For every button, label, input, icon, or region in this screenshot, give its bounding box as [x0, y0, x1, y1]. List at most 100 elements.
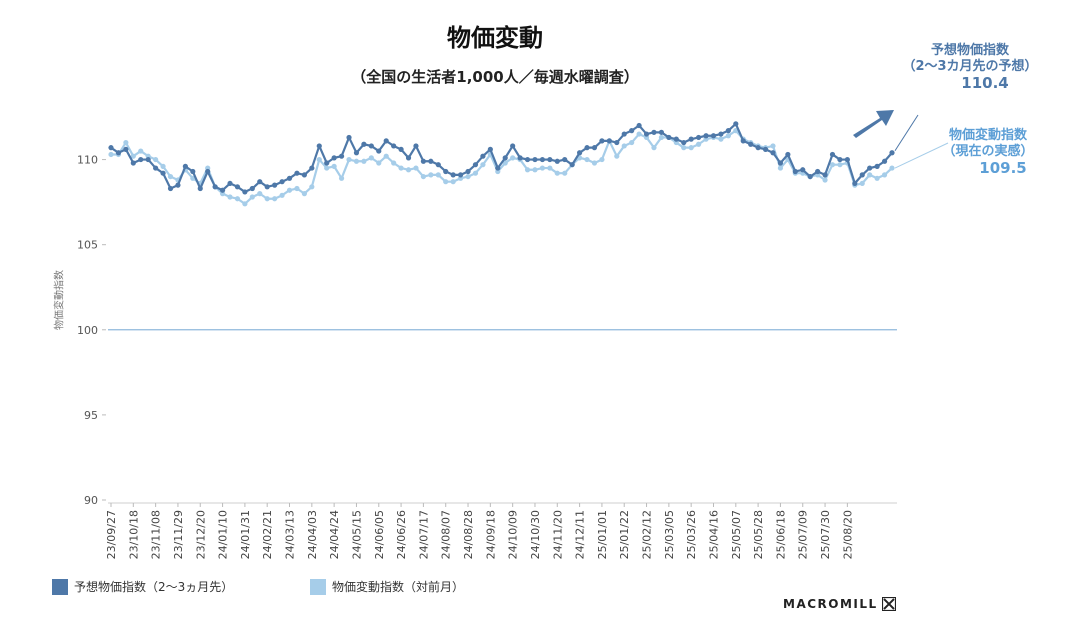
x-tick-label: 25/06/18	[774, 510, 787, 559]
data-point-forecast	[510, 143, 516, 149]
data-point-forecast	[591, 145, 598, 151]
data-point-forecast	[703, 133, 709, 139]
data-point-forecast	[115, 150, 122, 156]
brand-name: MACROMILL	[783, 597, 878, 611]
data-point-forecast	[465, 168, 471, 175]
x-tick-label: 25/07/09	[797, 510, 810, 559]
data-point-current	[420, 173, 426, 180]
data-point-current	[472, 170, 479, 176]
data-point-forecast	[800, 167, 806, 173]
data-point-current	[413, 165, 419, 171]
data-point-forecast	[770, 150, 776, 156]
data-point-forecast	[859, 172, 865, 178]
data-point-current	[554, 170, 560, 176]
data-point-forecast	[242, 189, 248, 195]
data-point-forecast	[398, 146, 404, 152]
x-tick-label: 24/06/26	[395, 510, 408, 559]
data-point-forecast	[577, 150, 583, 156]
data-point-current	[614, 153, 620, 159]
data-point-forecast	[584, 145, 590, 151]
data-point-forecast	[264, 184, 270, 190]
x-tick-label: 25/03/05	[663, 510, 676, 559]
data-point-forecast	[762, 146, 769, 152]
data-point-forecast	[346, 134, 352, 141]
data-point-current	[331, 163, 337, 169]
data-point-current	[428, 172, 434, 178]
data-point-forecast	[562, 156, 568, 163]
data-point-forecast	[681, 139, 687, 146]
data-point-current	[301, 191, 307, 197]
data-point-current	[465, 173, 471, 180]
data-point-current	[629, 139, 635, 146]
current-annotation-value: 109.5	[979, 159, 1027, 177]
data-point-current	[718, 136, 724, 142]
legend-item-current: 物価変動指数（対前月）	[310, 578, 464, 595]
data-point-current	[108, 151, 114, 158]
data-point-current	[480, 162, 486, 168]
data-point-current	[539, 165, 546, 171]
data-point-forecast	[673, 136, 679, 142]
forecast-annotation-value: 110.4	[961, 74, 1009, 92]
data-point-current	[562, 170, 568, 176]
data-point-forecast	[881, 158, 888, 164]
legend-swatch-forecast	[52, 578, 68, 595]
forecast-annotation-subtitle: （2～3カ月先の予想）	[902, 59, 1038, 74]
legend-item-forecast: 予想物価指数（2～3ヵ月先）	[52, 578, 233, 595]
y-tick-label: 105	[77, 239, 98, 252]
data-point-current	[272, 196, 278, 202]
data-point-forecast	[257, 179, 263, 185]
data-point-current	[353, 158, 360, 164]
data-point-forecast	[391, 143, 397, 149]
data-point-forecast	[145, 156, 151, 163]
data-point-forecast	[353, 150, 360, 156]
x-tick-label: 24/07/17	[417, 510, 430, 559]
y-tick-label: 110	[77, 154, 98, 167]
trend-arrow-icon	[853, 110, 894, 138]
data-point-forecast	[829, 151, 836, 158]
brand-logo: MACROMILL	[783, 597, 896, 611]
data-point-current	[391, 160, 397, 166]
data-point-forecast	[368, 143, 374, 149]
data-point-current	[502, 160, 508, 166]
data-point-current	[138, 148, 144, 154]
data-point-forecast	[480, 153, 486, 159]
data-point-forecast	[175, 182, 181, 188]
forecast-annotation-title: 予想物価指数	[930, 43, 1009, 58]
data-point-forecast	[249, 185, 255, 192]
data-point-forecast	[331, 155, 337, 161]
x-tick-label: 25/04/16	[707, 510, 720, 559]
data-point-current	[696, 141, 702, 147]
x-tick-label: 23/11/08	[150, 510, 163, 559]
data-point-forecast	[547, 156, 553, 163]
data-point-current	[524, 167, 531, 173]
x-tick-label: 23/10/18	[127, 510, 140, 559]
y-tick-label: 95	[84, 409, 98, 422]
data-point-forecast	[539, 156, 546, 163]
data-point-current	[338, 175, 345, 181]
data-point-current	[770, 143, 776, 149]
x-tick-label: 24/03/13	[284, 510, 297, 559]
data-point-forecast	[740, 138, 746, 144]
x-tick-label: 24/10/09	[507, 510, 520, 559]
data-point-forecast	[666, 134, 672, 141]
data-point-current	[234, 196, 241, 202]
data-point-forecast	[889, 150, 895, 156]
x-tick-label: 25/07/30	[819, 510, 832, 559]
data-point-forecast	[636, 122, 642, 129]
data-point-forecast	[383, 138, 389, 144]
data-point-current	[309, 184, 315, 190]
data-point-forecast	[309, 165, 315, 171]
data-point-forecast	[272, 182, 278, 188]
legend-swatch-current	[310, 578, 326, 595]
data-point-current	[324, 165, 330, 171]
data-point-current	[837, 162, 843, 168]
data-point-forecast	[710, 133, 717, 139]
legend-label-forecast: 予想物価指数（2～3ヵ月先）	[74, 580, 234, 594]
x-tick-label: 23/12/20	[194, 510, 207, 559]
data-point-forecast	[822, 172, 828, 178]
data-point-forecast	[569, 162, 575, 168]
legend-label-current: 物価変動指数（対前月）	[332, 580, 465, 594]
data-point-current	[294, 185, 300, 192]
data-point-forecast	[160, 170, 166, 176]
